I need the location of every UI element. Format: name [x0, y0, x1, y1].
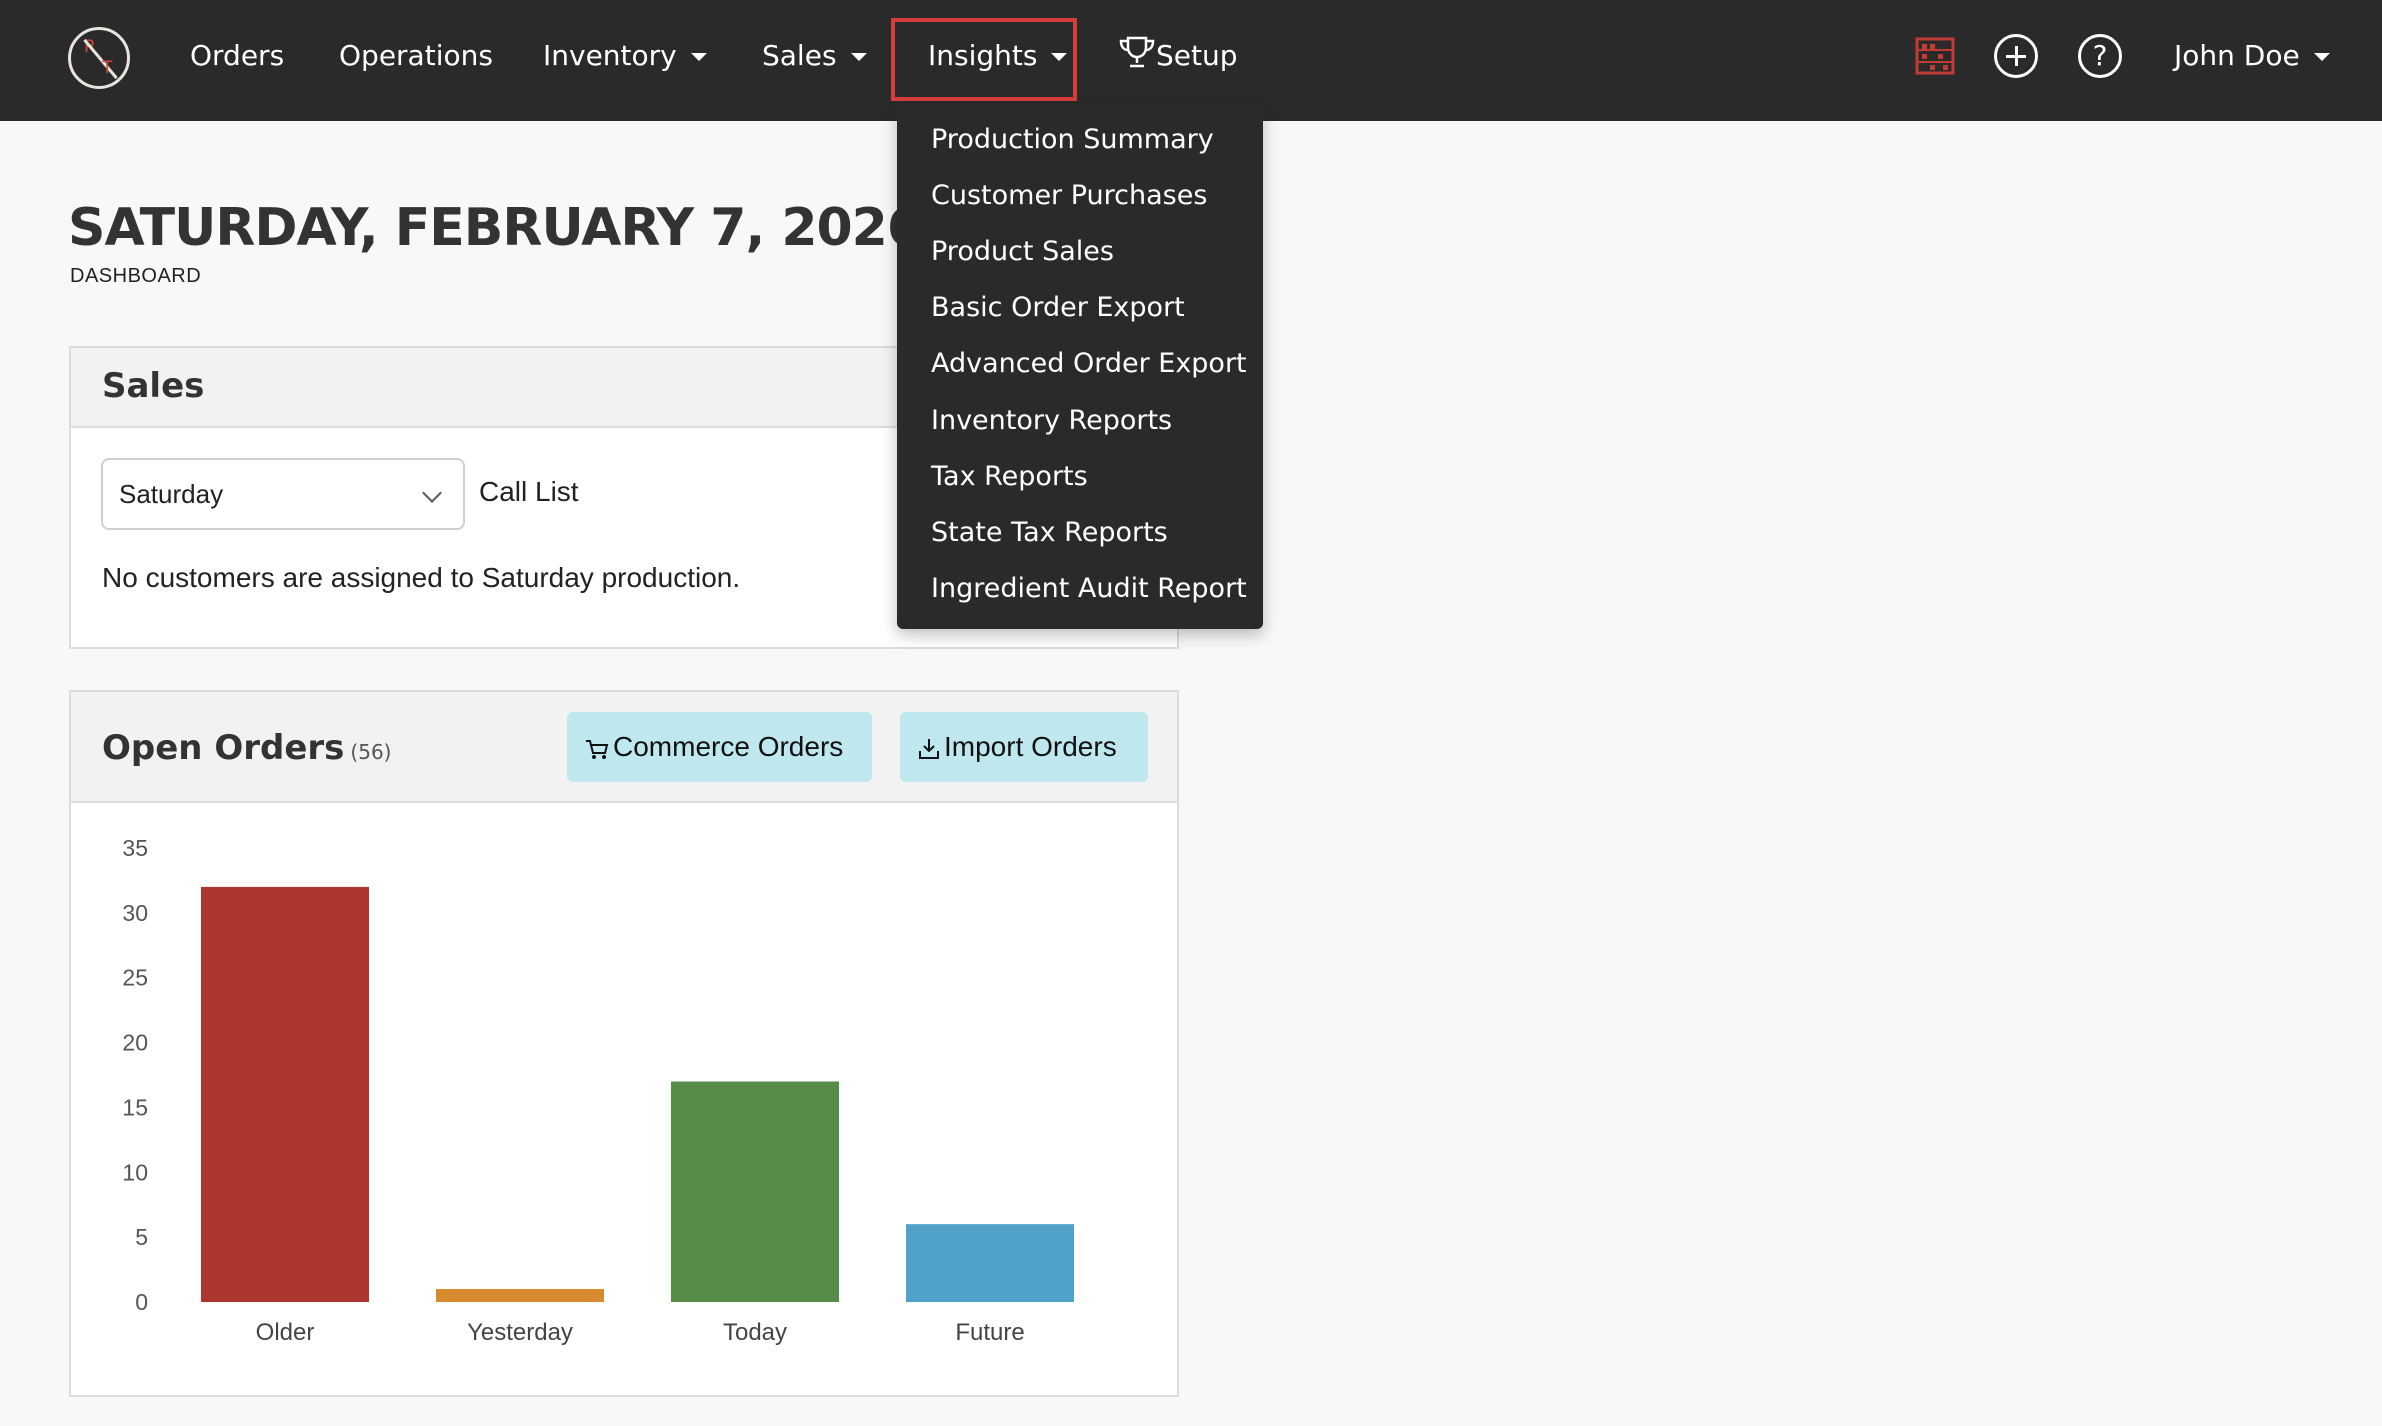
help-glyph: ?: [2092, 39, 2108, 72]
sales-empty-message: No customers are assigned to Saturday pr…: [102, 562, 741, 593]
bar-future[interactable]: [906, 1224, 1074, 1302]
logo-letter-t: T: [102, 58, 113, 78]
y-tick-label: 20: [122, 1030, 148, 1056]
abacus-icon[interactable]: [1915, 37, 1955, 75]
nav-sales[interactable]: Sales: [762, 34, 867, 78]
menu-item-production-summary[interactable]: Production Summary: [931, 124, 1214, 155]
menu-item-customer-purchases[interactable]: Customer Purchases: [931, 180, 1208, 211]
trophy-icon: [1119, 36, 1155, 68]
logo-slash: [83, 38, 118, 80]
caret-down-icon: [690, 53, 707, 61]
menu-item-product-sales[interactable]: Product Sales: [931, 236, 1114, 267]
x-tick-label: Future: [955, 1319, 1024, 1346]
open-orders-panel: Open Orders (56) Commerce Orders Import O…: [69, 690, 1179, 1397]
menu-item-tax-reports[interactable]: Tax Reports: [931, 461, 1088, 492]
open-orders-chart: 0 5 10 15 20 25 30 35 Older Yesterday Today Future: [122, 835, 1074, 1346]
nav-inventory[interactable]: Inventory: [543, 34, 707, 78]
insights-dropdown-menu: Production Summary Customer Purchases Pr…: [897, 107, 1263, 629]
y-tick-label: 0: [135, 1289, 148, 1315]
bar-yesterday[interactable]: [436, 1289, 604, 1302]
nav-setup[interactable]: Setup: [1118, 34, 1238, 78]
plus-circle-icon[interactable]: [1994, 34, 2038, 78]
user-name: John Doe: [2174, 39, 2300, 72]
top-navbar: R T Orders Operations Inventory Sales In…: [0, 0, 2382, 121]
sales-panel: Sales Saturday Call List No customers ar…: [69, 346, 1179, 649]
nav-insights[interactable]: Insights: [928, 34, 1068, 78]
user-menu[interactable]: John Doe: [2174, 34, 2330, 78]
page-title: SATURDAY, FEBRUARY 7, 2026: [68, 198, 923, 258]
open-orders-title-text: Open Orders: [102, 728, 345, 768]
nav-setup-label: Setup: [1156, 39, 1238, 72]
nav-orders[interactable]: Orders: [190, 34, 284, 78]
import-orders-label: Import Orders: [944, 731, 1117, 762]
caret-down-icon: [850, 53, 867, 61]
open-orders-count: (56): [350, 740, 392, 764]
menu-item-state-tax-reports[interactable]: State Tax Reports: [931, 517, 1168, 548]
help-circle-icon[interactable]: ?: [2078, 34, 2122, 78]
x-tick-label: Yesterday: [467, 1319, 573, 1346]
nav-operations[interactable]: Operations: [339, 34, 493, 78]
call-list-link[interactable]: Call List: [479, 476, 579, 507]
caret-down-icon: [2313, 53, 2330, 61]
open-orders-title: Open Orders (56): [102, 728, 391, 768]
nav-inventory-label: Inventory: [543, 39, 677, 72]
y-tick-label: 5: [135, 1224, 148, 1250]
insights-highlight-box: [891, 18, 1077, 101]
cart-icon: [586, 739, 609, 759]
nav-orders-label: Orders: [190, 39, 285, 72]
nav-insights-label: Insights: [928, 39, 1038, 72]
nav-sales-label: Sales: [762, 39, 837, 72]
y-tick-label: 25: [122, 965, 148, 991]
y-tick-label: 10: [122, 1159, 148, 1185]
chevron-down-icon: [422, 483, 442, 503]
x-tick-label: Older: [256, 1319, 315, 1346]
bar-older[interactable]: [201, 886, 369, 1302]
import-orders-button[interactable]: Import Orders: [900, 712, 1148, 782]
y-tick-label: 30: [122, 900, 148, 926]
menu-item-ingredient-audit-report[interactable]: Ingredient Audit Report: [931, 573, 1247, 604]
page-subtitle: DASHBOARD: [70, 265, 202, 287]
sales-panel-title: Sales: [102, 366, 205, 406]
menu-item-inventory-reports[interactable]: Inventory Reports: [931, 405, 1173, 436]
nav-operations-label: Operations: [339, 39, 493, 72]
bar-today[interactable]: [671, 1081, 839, 1302]
day-select-value: Saturday: [119, 479, 224, 509]
commerce-orders-label: Commerce Orders: [613, 731, 844, 762]
y-tick-label: 35: [122, 835, 148, 861]
menu-item-advanced-order-export[interactable]: Advanced Order Export: [931, 348, 1247, 379]
day-select[interactable]: Saturday: [101, 458, 465, 530]
x-tick-label: Today: [723, 1319, 787, 1346]
logo-icon[interactable]: R T: [68, 27, 130, 89]
menu-item-basic-order-export[interactable]: Basic Order Export: [931, 292, 1185, 323]
open-orders-header: Open Orders (56) Commerce Orders Import O…: [71, 692, 1177, 803]
y-tick-label: 15: [122, 1094, 148, 1120]
import-icon: [919, 738, 939, 759]
commerce-orders-button[interactable]: Commerce Orders: [567, 712, 872, 782]
caret-down-icon: [1051, 53, 1068, 61]
